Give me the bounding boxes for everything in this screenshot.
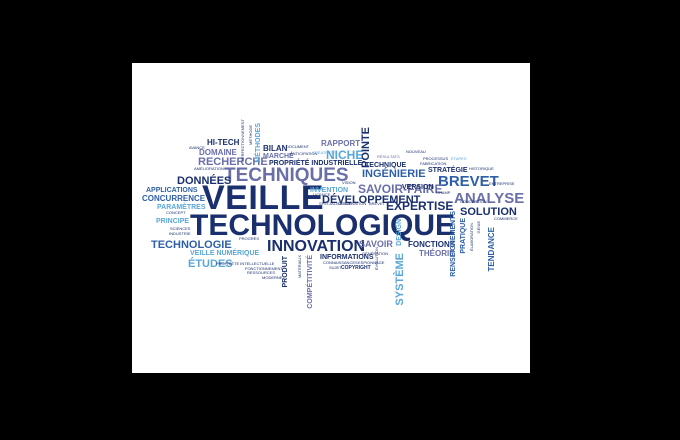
word-solution: SOLUTION (460, 206, 517, 218)
word-perfectionnement: PERFECTIONNEMENT (240, 119, 245, 162)
word-savoir-faire: SAVOIR-FAIRE (358, 182, 443, 196)
word-parametres: PARAMÈTRES (157, 204, 206, 211)
word-competitivite: COMPÉTITIVITÉ (307, 255, 314, 309)
word-commerce: COMMERCE (494, 216, 518, 221)
word-veille: VEILLE (202, 179, 325, 217)
word-concurrence: CONCURRENCE (142, 194, 206, 203)
word-techniques: TECHNIQUES (224, 165, 349, 186)
word-ingenierie: INGÉNIERIE (362, 168, 426, 180)
word-technologique: TECHNOLOGIQUE (190, 209, 456, 242)
word-sciences: SCIENCES (170, 226, 191, 231)
word-conception: CONCEPTION (460, 199, 487, 204)
word-espionnage: ESPIONNAGE (358, 260, 385, 265)
word-tendance: TENDANCE (487, 227, 496, 272)
word-savoir: SAVOIR (359, 239, 393, 249)
word-strategie: STRATÉGIE (428, 167, 468, 174)
word-bilan: BILAN (263, 144, 288, 153)
word-fonctions: FONCTIONS (408, 240, 456, 249)
word-theorie: THÉORIE (419, 249, 455, 258)
word-vision: VISION (342, 180, 356, 185)
word-propriete-intellectuelle: PROPRIÉTÉ INTELLECTUELLE (216, 261, 275, 266)
word-resultats: RÉSULTATS (377, 154, 400, 159)
word-invention: INVENTION (310, 187, 349, 194)
word-principe: PRINCIPE (156, 218, 190, 225)
word-avance: AVANCE (189, 145, 205, 150)
word-specialisation: SPÉCIALISATION (319, 201, 352, 206)
word-brevet: BREVET (438, 173, 499, 190)
word-moderne: MODERNE (262, 275, 283, 280)
word-amelioration: AMÉLIORATION (194, 166, 224, 171)
word-brevet-small: BREVET (369, 201, 386, 206)
word-champ: CHAMP (436, 190, 451, 195)
word-connaissances: CONNAISSANCES (323, 260, 358, 265)
word-etudes: ÉTUDES (188, 258, 233, 270)
word-methodes: MÉTHODES (255, 123, 262, 163)
word-observation: OBSERVATION (338, 201, 367, 206)
word-marche: MARCHÉ (263, 153, 294, 160)
word-document: DOCUMENT (286, 144, 310, 149)
word-niche: NICHE (326, 148, 364, 162)
word-sujet: SUJET (329, 265, 342, 270)
word-veille-numerique: VEILLE NUMÉRIQUE (190, 250, 260, 257)
word-industrie: INDUSTRIE (169, 231, 191, 236)
word-pratique: PRATIQUE (460, 218, 467, 254)
word-version: VERSION (402, 184, 434, 191)
word-historique: HISTORIQUE (469, 166, 494, 171)
word-domaine: DOMAINE (199, 148, 237, 157)
word-evolution: ÉVOLUTION (374, 247, 379, 271)
word-innovation: INNOVATION (267, 238, 366, 255)
word-nouveau: NOUVEAU (406, 149, 426, 154)
word-concept: CONCEPT (166, 210, 186, 215)
word-recherche: RECHERCHE (198, 156, 268, 168)
word-licence: LICENCE (313, 192, 331, 197)
word-creativite: CRÉATIVITÉ (312, 150, 336, 155)
word-entreprise: ENTREPRISE (489, 181, 515, 186)
word-design: DESIGN (396, 219, 403, 246)
word-applications: APPLICATIONS (146, 187, 198, 194)
word-propriete-industrielle: PROPRIÉTÉ INDUSTRIELLE (269, 160, 363, 167)
word-processus: PROCESSUS (423, 156, 449, 161)
word-developpement: DÉVELOPPEMENT (322, 194, 421, 206)
word-hi-tech: HI-TECH (207, 138, 240, 147)
word-donnees: DONNÉES (177, 175, 232, 187)
word-materiaux: MATÉRIAUX (297, 255, 302, 279)
word-generation: GÉNÉRATION (362, 251, 389, 256)
word-anticipation: ANTICIPATION (290, 151, 318, 156)
word-progres: PROGRÈS (239, 236, 260, 241)
word-analyse: ANALYSE (454, 190, 525, 207)
word-etapes: ÉTAPES (451, 156, 467, 161)
word-genie: GÉNIE (476, 221, 481, 234)
word-produit: PRODUIT (282, 256, 289, 288)
word-rapport: RAPPORT (321, 139, 361, 148)
word-expertise: EXPERTISE (386, 199, 454, 213)
word-ressources: RESSOURCES (247, 270, 276, 275)
word-systeme: SYSTÈME (394, 253, 406, 306)
word-fonctionnement: FONCTIONNEMENT (245, 266, 283, 271)
word-fabrication: FABRICATION (420, 161, 447, 166)
word-elaboration: ÉLABORATION (469, 223, 474, 252)
word-informations: INFORMATIONS (320, 254, 374, 261)
word-technologie: TECHNOLOGIE (151, 239, 232, 251)
word-methode: MÉTHODE (248, 125, 253, 145)
word-cloud-panel: VEILLE TECHNOLOGIQUE TECHNIQUES INNOVATI… (132, 63, 530, 373)
word-copyright: COPYRIGHT (341, 265, 371, 271)
word-technique: TECHNIQUE (365, 162, 407, 169)
word-renseignements: RENSEIGNEMENTS (450, 211, 457, 277)
